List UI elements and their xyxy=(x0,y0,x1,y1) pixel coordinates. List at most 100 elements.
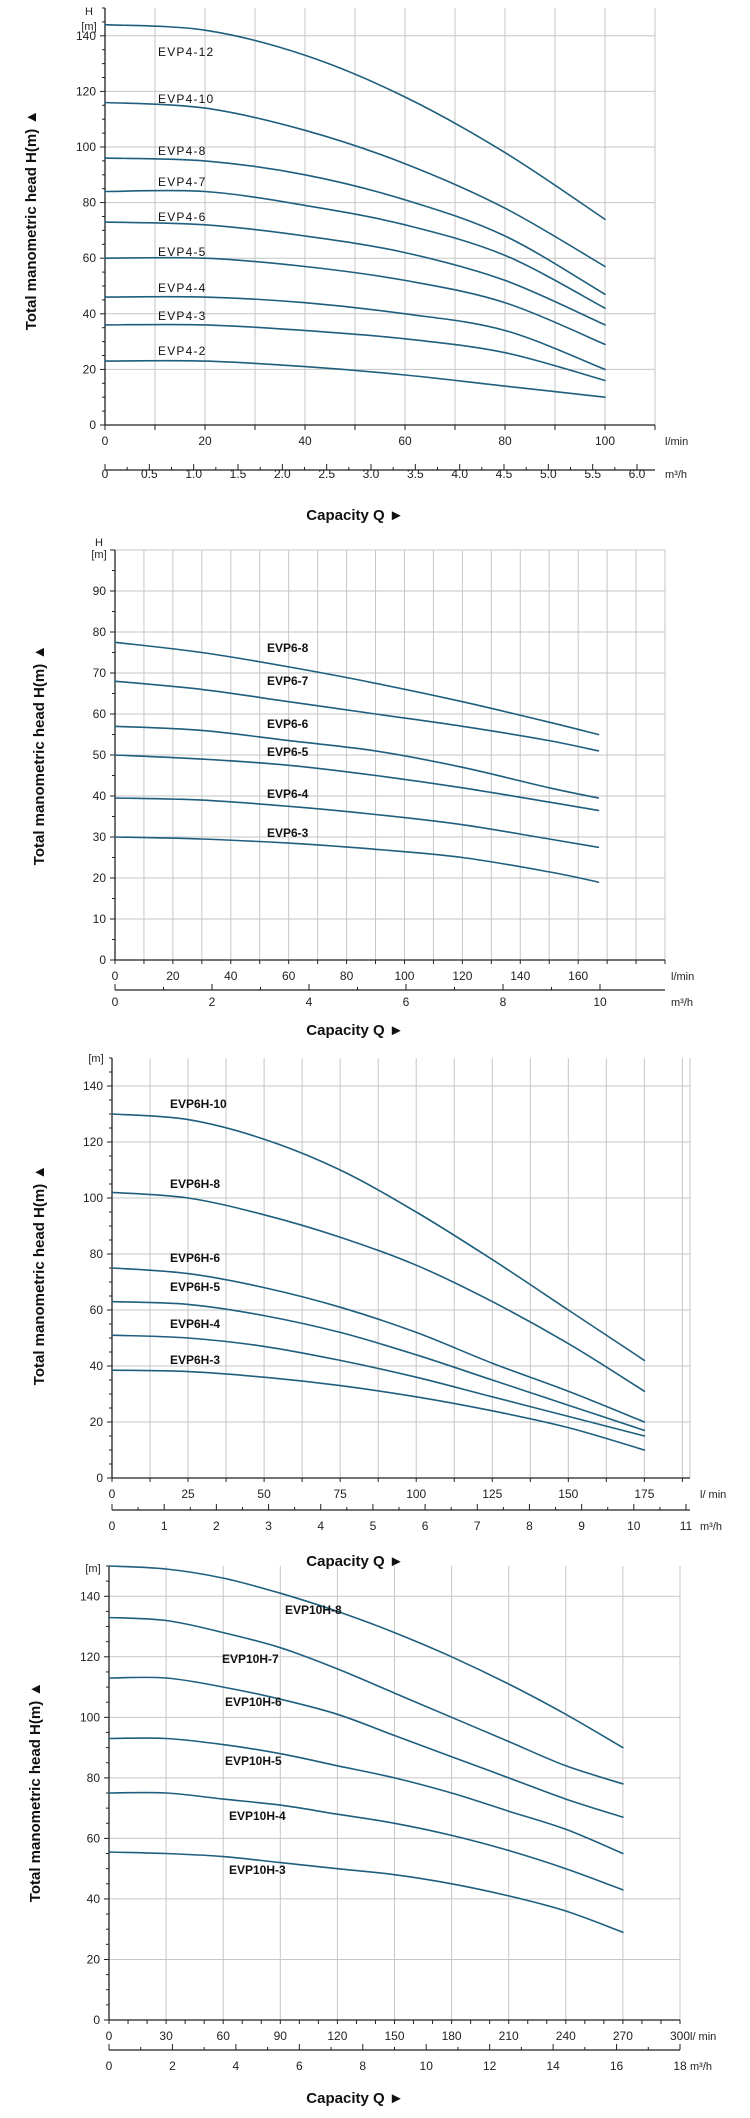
series-line-evp4-2 xyxy=(104,359,606,398)
x-tick-label: 80 xyxy=(340,969,354,983)
y-tick-label: 120 xyxy=(83,1135,103,1149)
series-line-evp6h-10 xyxy=(111,1113,646,1362)
y-tick-label: 70 xyxy=(93,666,107,680)
x-tick-label: 100 xyxy=(406,1487,426,1501)
x2-tick-label: 1.5 xyxy=(230,467,247,481)
x2-tick-label: 11 xyxy=(680,1519,693,1533)
x-axis-title: Capacity Q ► xyxy=(306,507,403,524)
series-label: EVP6H-5 xyxy=(170,1280,220,1294)
x2-tick-label: 5.5 xyxy=(584,467,601,481)
y-axis-title: Total manometric head H(m) ▲ xyxy=(23,110,40,330)
y-tick-label: 0 xyxy=(89,418,96,432)
x2-tick-label: 18 xyxy=(673,2059,687,2073)
x2-tick-label: 3.5 xyxy=(407,467,424,481)
series-line-evp6h-6 xyxy=(111,1267,646,1423)
x-unit: l/ min xyxy=(690,2031,716,2043)
series-label: EVP4-5 xyxy=(158,245,207,259)
series-line-evp6h-5 xyxy=(111,1300,646,1432)
y-tick-label: 60 xyxy=(90,1303,104,1317)
x2-tick-label: 3.0 xyxy=(363,467,380,481)
x2-tick-label: 5.0 xyxy=(540,467,557,481)
x-axis-title: Capacity Q ► xyxy=(306,2090,403,2107)
series-line-evp6-7 xyxy=(114,680,600,752)
series-line-evp6-6 xyxy=(114,725,600,799)
x2-tick-label: 6.0 xyxy=(629,467,646,481)
series-line-evp10h-4 xyxy=(108,1791,624,1891)
series-line-evp4-12 xyxy=(104,23,606,221)
series-group: EVP10H-8 EVP10H-7 EVP10H-6 EVP10H-5 EVP10H-4… xyxy=(108,1565,624,1933)
x-tick-label: 180 xyxy=(442,2029,462,2043)
series-label: EVP10H-7 xyxy=(222,1652,279,1666)
y-tick-label: 80 xyxy=(83,196,97,210)
y-tick-label: 40 xyxy=(93,789,107,803)
x2-tick-label: 8 xyxy=(500,995,507,1009)
y-tick-label: 20 xyxy=(83,362,97,376)
y-axis-title: Total manometric head H(m) ▲ xyxy=(31,1165,48,1385)
series-label: EVP10H-6 xyxy=(225,1695,282,1709)
grid xyxy=(104,8,656,426)
x-tick-label: 60 xyxy=(282,969,296,983)
y-tick-label: 40 xyxy=(90,1359,104,1373)
series-label: EVP6H-10 xyxy=(170,1097,227,1111)
y-tick-label: 40 xyxy=(83,307,97,321)
x2-tick-label: 4.0 xyxy=(451,467,468,481)
y-tick-label: 20 xyxy=(90,1415,104,1429)
series-line-evp6h-3 xyxy=(111,1369,646,1451)
x-tick-label: 0 xyxy=(112,969,119,983)
series-label: EVP10H-3 xyxy=(229,1863,286,1877)
series-label: EVP6-6 xyxy=(267,717,309,731)
x2-tick-label: 0 xyxy=(112,995,119,1009)
x2-tick-label: 10 xyxy=(627,1519,641,1533)
series-label: EVP6H-6 xyxy=(170,1251,220,1265)
x2-tick-label: 2 xyxy=(209,995,216,1009)
series-group: EVP4-12 EVP4-10 EVP4-8 EVP4-7 EVP4-6 EVP4-5 EV… xyxy=(104,23,606,398)
series-label: EVP10H-4 xyxy=(229,1809,286,1823)
series-line-evp6-8 xyxy=(114,641,600,736)
x2-tick-label: 6 xyxy=(296,2059,303,2073)
x-tick-label: 300 xyxy=(670,2029,690,2043)
grid xyxy=(115,549,666,961)
series-line-evp4-10 xyxy=(104,101,606,268)
series-label: EVP6-8 xyxy=(267,641,309,655)
series-line-evp4-8 xyxy=(104,157,606,296)
series-label: EVP10H-8 xyxy=(285,1603,342,1617)
series-line-evp4-3 xyxy=(104,323,606,382)
x-tick-label: 25 xyxy=(181,1487,195,1501)
x2-unit: m³/h xyxy=(665,469,687,481)
series-line-evp6h-8 xyxy=(111,1191,646,1392)
series-label: EVP4-8 xyxy=(158,144,207,158)
x2-tick-label: 4 xyxy=(317,1519,324,1533)
series-label: EVP6-3 xyxy=(267,826,309,840)
x-tick-label: 270 xyxy=(613,2029,633,2043)
y-tick-label: 60 xyxy=(83,251,97,265)
x2-tick-label: 16 xyxy=(610,2059,624,2073)
x-unit: l/min xyxy=(671,971,694,983)
x2-tick-label: 6 xyxy=(403,995,410,1009)
grid xyxy=(109,1566,681,2021)
x2-tick-label: 8 xyxy=(526,1519,533,1533)
series-line-evp10h-8 xyxy=(108,1565,624,1749)
x-tick-label: 0 xyxy=(102,434,109,448)
series-line-evp4-5 xyxy=(104,256,606,346)
series-line-evp10h-6 xyxy=(108,1676,624,1818)
x-axis-title: Capacity Q ► xyxy=(306,1553,403,1570)
x2-tick-label: 8 xyxy=(359,2059,366,2073)
x-tick-label: 0 xyxy=(109,1487,116,1501)
y-tick-label: 80 xyxy=(90,1247,104,1261)
y-unit: [m] xyxy=(91,549,106,561)
x2-tick-label: 12 xyxy=(483,2059,497,2073)
x2-tick-label: 2.5 xyxy=(318,467,335,481)
y-tick-label: 120 xyxy=(80,1650,100,1664)
series-label: EVP6H-4 xyxy=(170,1317,220,1331)
series-group: EVP6-8 EVP6-7 EVP6-6 EVP6-5 EVP6-4 EVP6-3 xyxy=(114,641,600,883)
series-line-evp10h-5 xyxy=(108,1737,624,1855)
series-label: EVP6H-3 xyxy=(170,1353,220,1367)
series-line-evp4-4 xyxy=(104,295,606,371)
x-tick-label: 210 xyxy=(499,2029,519,2043)
series-label: EVP4-2 xyxy=(158,344,207,358)
y-tick-label: 0 xyxy=(96,1471,103,1485)
x-tick-label: 20 xyxy=(166,969,180,983)
